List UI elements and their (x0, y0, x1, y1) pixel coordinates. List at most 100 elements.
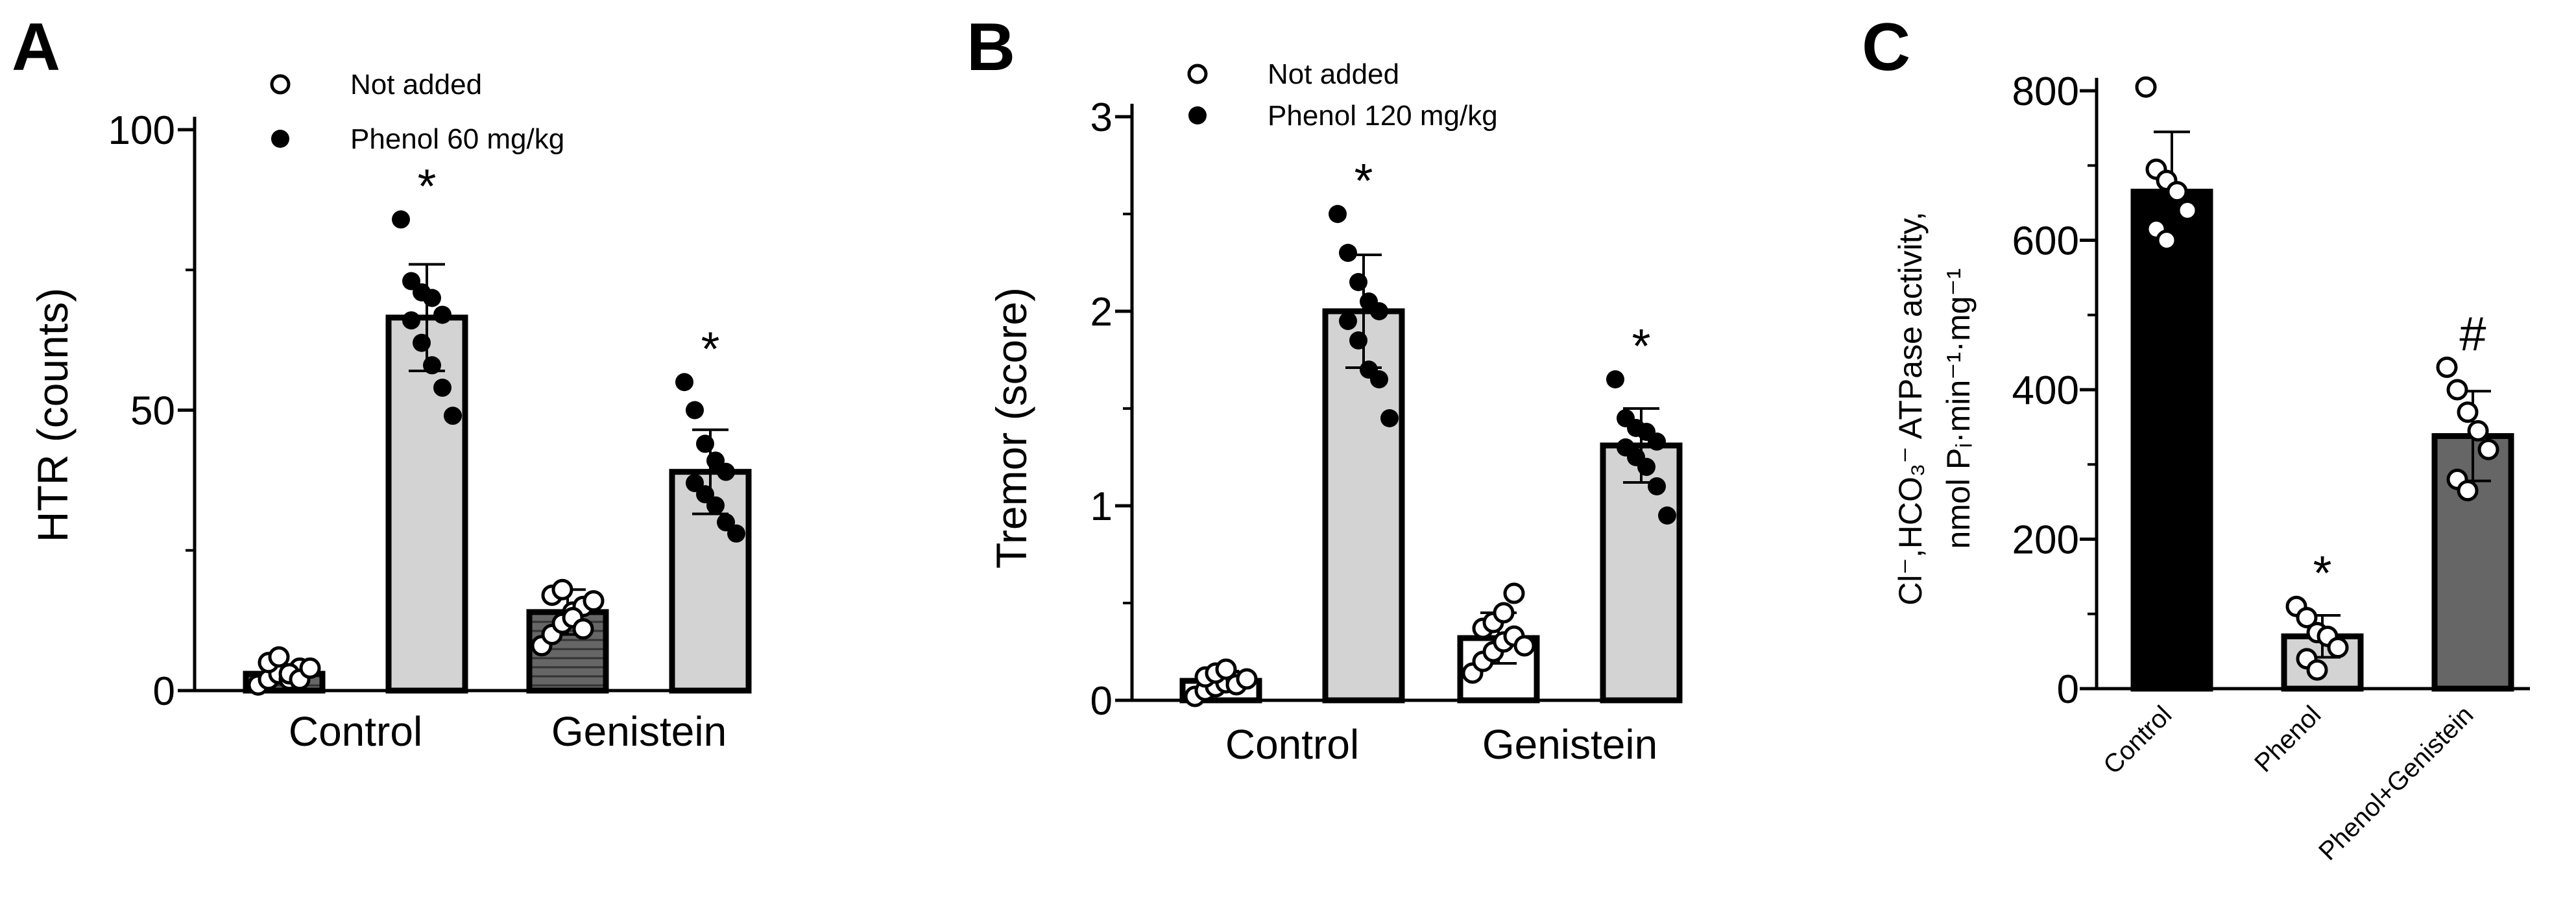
significance-marker: * (1354, 154, 1373, 208)
data-point (2446, 379, 2468, 401)
panel-c-category-control: Control (2098, 700, 2177, 779)
data-point (2296, 607, 2318, 629)
data-point (1380, 409, 1399, 427)
y-tick-label: 3 (1090, 95, 1113, 140)
panel-c-y-axis-title-line1: Cl⁻,HCO₃⁻ ATPase activity, (1892, 211, 1929, 606)
data-point (1370, 302, 1388, 320)
significance-marker: * (701, 322, 720, 375)
panel-a-marks: ** (243, 159, 752, 696)
data-point (2327, 637, 2349, 659)
bar (385, 314, 468, 694)
data-point (1637, 458, 1655, 476)
data-point (1648, 477, 1666, 495)
legend-open-circle-marker (270, 74, 291, 95)
panel-b-category-control: Control (1225, 721, 1359, 768)
legend-label-not-added: Not added (1268, 58, 1399, 90)
panel-a-letter: A (12, 10, 60, 85)
panel-c-axes: 0 200 400 600 800 (2012, 69, 2530, 712)
y-tick-label: 100 (108, 108, 175, 153)
data-point (583, 590, 605, 612)
panel-c-y-axis-title-line2: nmol Pᵢ·min⁻¹·mg⁻¹ (1940, 268, 1977, 549)
data-point (423, 289, 441, 307)
data-point (1339, 244, 1357, 262)
panel-c: C Cl⁻,HCO₃⁻ ATPase activity, nmol Pᵢ·min… (1862, 10, 2530, 866)
panel-a: A HTR (counts) Not added Phenol 60 mg/kg… (12, 10, 752, 755)
panel-b-category-genistein: Genistein (1482, 721, 1657, 768)
data-point (268, 646, 290, 668)
legend-filled-circle-marker (1188, 106, 1207, 124)
panel-a-category-genistein: Genistein (551, 708, 727, 755)
data-point (572, 618, 594, 640)
data-point (1215, 658, 1237, 680)
significance-marker: * (2313, 546, 2332, 600)
y-tick-label: 200 (2012, 518, 2079, 563)
data-point (1349, 331, 1367, 350)
y-tick-label: 0 (2057, 667, 2079, 712)
data-point (413, 333, 431, 352)
panel-a-y-axis-title: HTR (counts) (29, 288, 77, 542)
data-point (1329, 205, 1347, 223)
data-point (2457, 480, 2479, 502)
panel-c-category-phenol: Phenol (2249, 700, 2326, 777)
data-point (2467, 420, 2489, 442)
data-point (444, 407, 462, 425)
data-point (1236, 668, 1258, 690)
panel-b-letter: B (967, 10, 1015, 85)
significance-marker: * (418, 159, 437, 213)
y-tick-label: 2 (1090, 290, 1113, 335)
data-point (402, 311, 420, 330)
legend-open-circle-marker (1187, 64, 1208, 84)
panel-b-axes: 0 1 2 3 (1090, 95, 1680, 724)
panel-c-letter: C (1862, 10, 1910, 85)
data-point (717, 462, 735, 481)
data-point (1513, 635, 1535, 657)
data-point (299, 657, 321, 679)
legend-label-phenol: Phenol 120 mg/kg (1268, 100, 1498, 132)
y-tick-label: 50 (130, 389, 175, 434)
data-point (433, 305, 451, 324)
data-point (1370, 370, 1388, 388)
y-tick-label: 600 (2012, 219, 2079, 264)
panel-a-legend: Not added Phenol 60 mg/kg (270, 69, 564, 155)
y-tick-label: 1 (1090, 484, 1113, 529)
data-point (696, 434, 714, 453)
legend-filled-circle-marker (271, 130, 289, 148)
data-point (1493, 602, 1515, 624)
y-tick-label: 0 (1090, 679, 1113, 724)
data-point (551, 578, 573, 600)
data-point (1339, 312, 1357, 330)
data-point (2457, 401, 2479, 423)
panel-b-legend: Not added Phenol 120 mg/kg (1187, 58, 1498, 132)
panel-c-marks: *# (2130, 76, 2514, 692)
panel-b-marks: ** (1179, 154, 1683, 707)
panel-a-category-control: Control (289, 708, 422, 755)
data-point (675, 373, 693, 392)
y-tick-label: 0 (153, 669, 175, 714)
data-point (392, 210, 410, 229)
data-point (2135, 76, 2157, 98)
data-point (1503, 582, 1525, 604)
data-point (686, 401, 704, 420)
y-tick-label: 400 (2012, 368, 2079, 413)
data-point (2306, 659, 2328, 681)
data-point (1349, 273, 1367, 291)
data-point (1648, 433, 1666, 451)
legend-label-not-added: Not added (350, 69, 482, 101)
significance-marker: # (2459, 307, 2486, 361)
panel-c-category-phenol-genistein: Phenol+Genistein (2313, 700, 2479, 866)
data-point (2166, 181, 2188, 203)
data-point (706, 496, 725, 515)
bar (1600, 442, 1683, 704)
data-point (2436, 356, 2458, 378)
data-point (433, 378, 451, 397)
bar (2130, 189, 2213, 692)
significance-marker: * (1632, 319, 1651, 373)
data-point (2176, 199, 2198, 221)
data-point (423, 356, 441, 375)
panel-b: B Tremor (score) Not added Phenol 120 mg… (967, 10, 1683, 768)
data-point (2156, 230, 2178, 251)
legend-label-phenol: Phenol 60 mg/kg (350, 123, 564, 155)
data-point (1658, 506, 1676, 525)
panel-b-y-axis-title: Tremor (score) (987, 287, 1035, 569)
